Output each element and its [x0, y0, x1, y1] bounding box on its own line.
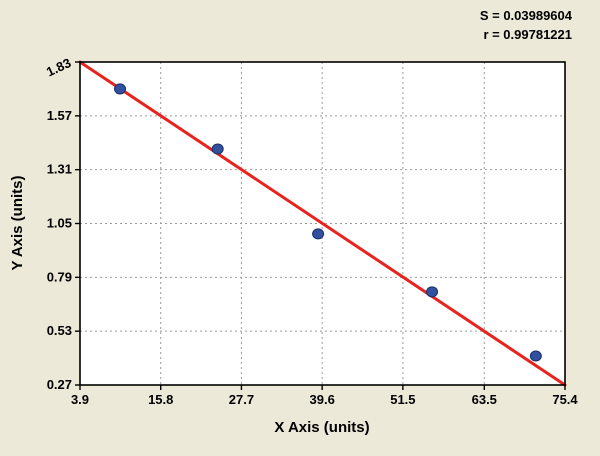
x-tick-label: 3.9: [71, 392, 89, 407]
y-tick-label: 1.31: [47, 162, 72, 177]
x-tick-label: 75.4: [552, 392, 578, 407]
x-axis-label: X Axis (units): [274, 419, 369, 436]
x-tick-label: 63.5: [472, 392, 497, 407]
y-tick-label: 0.79: [47, 269, 72, 284]
data-point: [114, 83, 127, 95]
data-point: [312, 228, 325, 240]
regression-line: [78, 60, 567, 387]
x-tick-label: 27.7: [229, 392, 254, 407]
y-tick-label: 1.57: [47, 108, 72, 123]
plot-layer: 3.9 15.8 27.7 39.6 51.5 63.5 75.4 1.83 1.57 1.31 1…: [44, 55, 578, 407]
y-tick-label: 0.27: [47, 377, 72, 392]
stat-s-value: S = 0.03989604: [480, 8, 573, 23]
data-point: [211, 143, 224, 155]
y-tick-label: 1.83: [44, 55, 73, 79]
y-axis-label: Y Axis (units): [9, 175, 26, 270]
y-tick-label: 0.53: [47, 323, 72, 338]
x-tick-label: 39.6: [310, 392, 335, 407]
y-tick-label: 1.05: [47, 216, 72, 231]
stat-r-value: r = 0.99781221: [483, 27, 572, 42]
data-point: [426, 286, 439, 298]
x-tick-label: 15.8: [148, 392, 173, 407]
data-point: [529, 350, 542, 362]
x-tick-label: 51.5: [390, 392, 415, 407]
